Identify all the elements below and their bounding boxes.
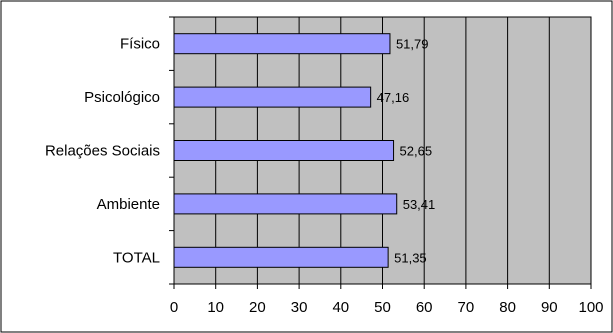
bar [173,246,389,268]
x-tick-label: 10 [207,299,224,316]
category-label: TOTAL [113,249,160,266]
bar [173,193,398,215]
data-labels: 51,79 47,16 52,65 53,41 51,35 [377,37,436,266]
x-tick-label: 100 [578,299,603,316]
x-tick-label: 40 [332,299,349,316]
category-label: Psicológico [84,89,160,106]
x-axis-tick-labels: 0 10 20 30 40 50 60 70 80 90 100 [170,299,604,316]
x-tick-label: 60 [416,299,433,316]
x-tick-label: 20 [249,299,266,316]
category-label: Ambiente [97,196,160,213]
x-tick-label: 70 [458,299,475,316]
x-tick-label: 0 [170,299,178,316]
data-label: 53,41 [403,197,436,212]
x-tick-label: 30 [291,299,308,316]
category-label: Físico [120,36,160,53]
x-tick-label: 80 [499,299,516,316]
bar [173,86,372,108]
x-tick-label: 50 [374,299,391,316]
data-label: 47,16 [377,90,410,105]
x-tick-label: 90 [541,299,558,316]
bar [173,33,391,55]
data-label: 52,65 [400,144,433,159]
data-label: 51,35 [394,250,427,265]
category-labels: Físico Psicológico Relações Sociais Ambient… [45,36,160,267]
category-ticks [169,16,174,285]
bar [173,140,395,161]
data-label: 51,79 [396,37,429,52]
category-label: Relações Sociais [45,143,160,160]
bars [173,33,398,268]
